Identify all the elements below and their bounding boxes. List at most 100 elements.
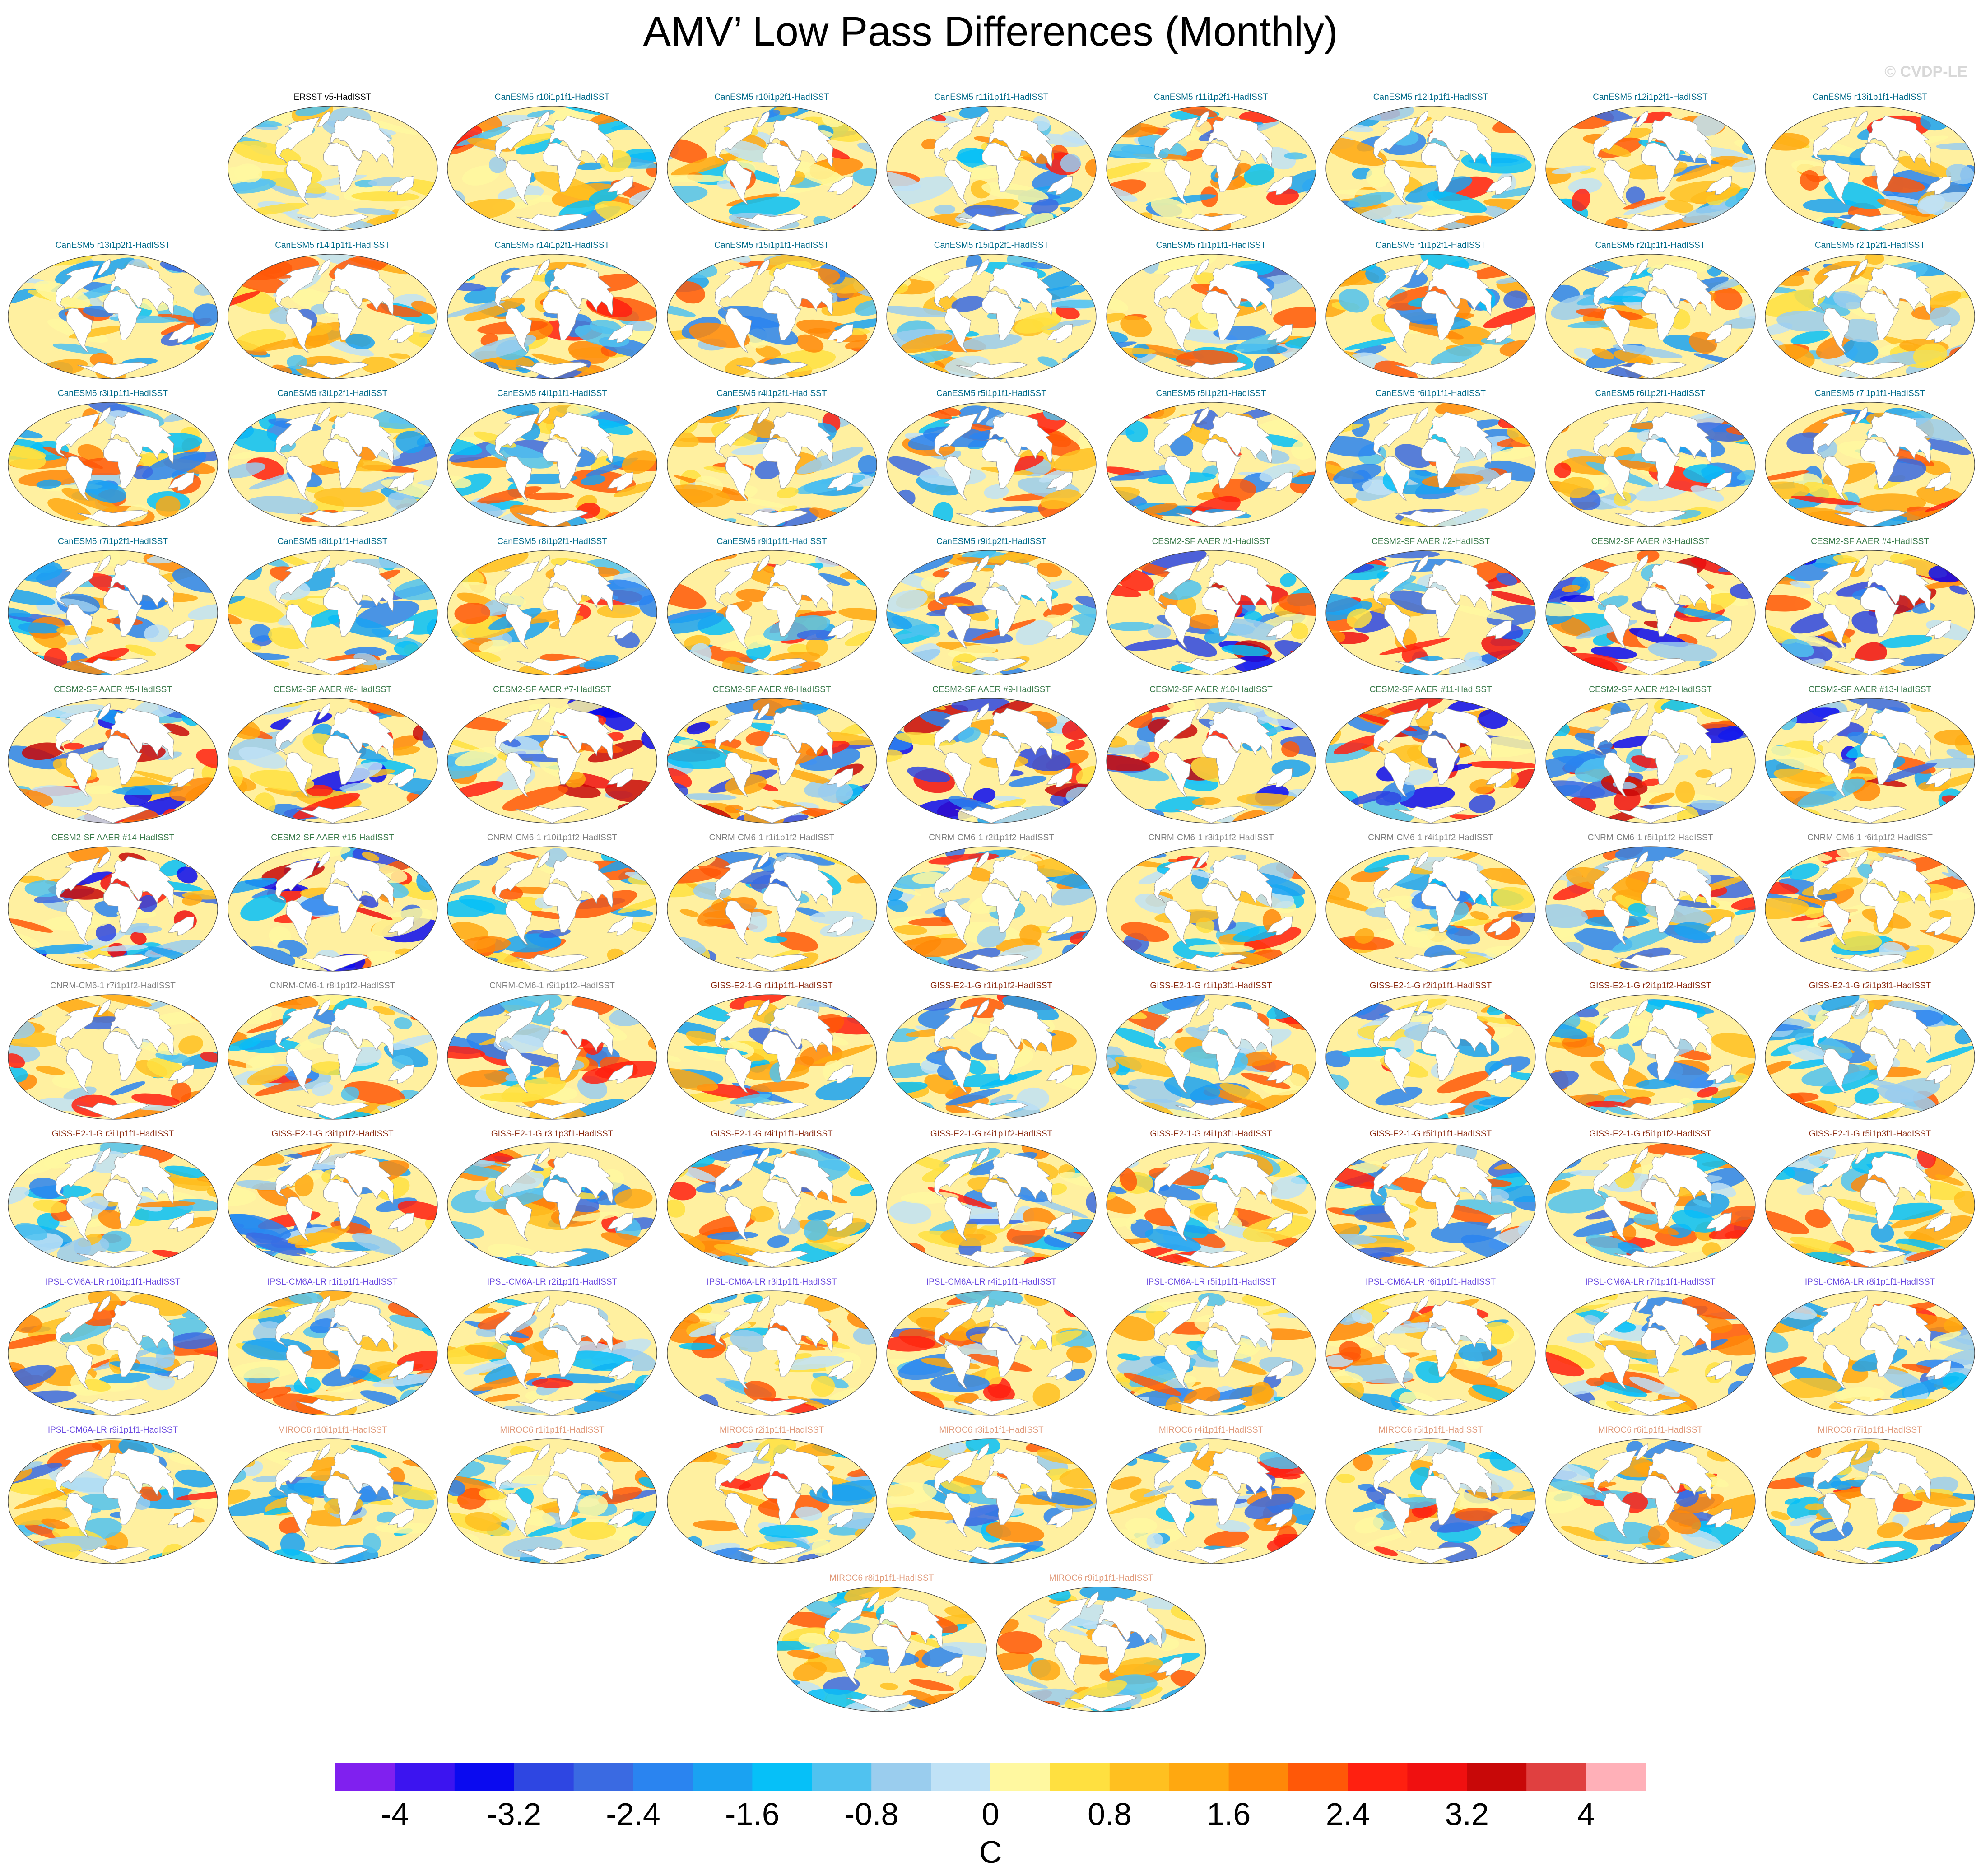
colorbar-swatch <box>931 1763 991 1791</box>
colorbar-swatch <box>1348 1763 1408 1791</box>
world-map <box>1106 698 1316 824</box>
panel-title: CESM2-SF AAER #6-HadISST <box>273 685 392 694</box>
map-panel: MIROC6 r3i1p1f1-HadISST <box>886 1425 1097 1565</box>
colorbar-swatch <box>633 1763 693 1791</box>
map-panel: CanESM5 r11i1p1f1-HadISST <box>886 93 1097 233</box>
panel-title: MIROC6 r5i1p1f1-HadISST <box>1378 1425 1483 1435</box>
world-map <box>886 846 1097 972</box>
colorbar-swatch <box>573 1763 634 1791</box>
map-panel: CanESM5 r6i1p1f1-HadISST <box>1325 389 1536 529</box>
panel-title: MIROC6 r2i1p1f1-HadISST <box>719 1425 824 1435</box>
panel-title: IPSL-CM6A-LR r2i1p1f1-HadISST <box>487 1277 618 1287</box>
colorbar-swatch <box>990 1763 1051 1791</box>
world-map <box>1545 994 1756 1120</box>
map-panel: CNRM-CM6-1 r9i1p1f2-HadISST <box>446 981 658 1121</box>
map-panel: CanESM5 r15i1p2f1-HadISST <box>886 241 1097 381</box>
map-panel: IPSL-CM6A-LR r10i1p1f1-HadISST <box>7 1277 219 1417</box>
world-map <box>666 402 877 527</box>
map-panel: GISS-E2-1-G r4i1p1f1-HadISST <box>666 1129 878 1269</box>
map-panel: GISS-E2-1-G r3i1p1f2-HadISST <box>227 1129 438 1269</box>
panel-title: CanESM5 r14i1p1f1-HadISST <box>275 241 390 250</box>
panel-title: GISS-E2-1-G r1i1p1f2-HadISST <box>930 981 1053 991</box>
map-panel: CanESM5 r2i1p1f1-HadISST <box>1545 241 1756 381</box>
world-map <box>1765 402 1975 527</box>
colorbar-swatch <box>871 1763 931 1791</box>
map-panel: CNRM-CM6-1 r6i1p1f2-HadISST <box>1764 833 1976 973</box>
world-map <box>8 1290 218 1416</box>
panel-title: GISS-E2-1-G r1i1p1f1-HadISST <box>711 981 833 991</box>
map-panel: CanESM5 r15i1p1f1-HadISST <box>666 241 878 381</box>
panel-title: CNRM-CM6-1 r4i1p1f2-HadISST <box>1368 833 1493 843</box>
world-map <box>8 1142 218 1268</box>
panel-title: GISS-E2-1-G r4i1p1f1-HadISST <box>711 1129 833 1139</box>
map-panel: MIROC6 r2i1p1f1-HadISST <box>666 1425 878 1565</box>
map-panel: CanESM5 r13i1p2f1-HadISST <box>7 241 219 381</box>
world-map <box>1765 1438 1975 1564</box>
map-panel: IPSL-CM6A-LR r7i1p1f1-HadISST <box>1545 1277 1756 1417</box>
colorbar-swatch <box>1109 1763 1170 1791</box>
world-map <box>1545 550 1756 675</box>
world-map <box>8 1438 218 1564</box>
panel-title: MIROC6 r9i1p1f1-HadISST <box>1049 1573 1153 1583</box>
panel-title: CESM2-SF AAER #2-HadISST <box>1372 537 1490 546</box>
panel-title: MIROC6 r7i1p1f1-HadISST <box>1818 1425 1922 1435</box>
world-map <box>1765 698 1975 824</box>
panel-title: CNRM-CM6-1 r2i1p1f2-HadISST <box>929 833 1054 843</box>
panel-title: GISS-E2-1-G r3i1p1f2-HadISST <box>271 1129 394 1139</box>
panel-title: CanESM5 r5i1p2f1-HadISST <box>1156 389 1266 398</box>
panel-title: GISS-E2-1-G r4i1p1f2-HadISST <box>930 1129 1053 1139</box>
world-map <box>1765 1142 1975 1268</box>
map-panel: GISS-E2-1-G r2i1p3f1-HadISST <box>1764 981 1976 1121</box>
panel-title: MIROC6 r4i1p1f1-HadISST <box>1158 1425 1264 1435</box>
panel-title: CESM2-SF AAER #7-HadISST <box>493 685 611 694</box>
panel-title: GISS-E2-1-G r2i1p3f1-HadISST <box>1809 981 1931 991</box>
colorbar-tick-label: -0.8 <box>844 1797 899 1832</box>
world-map <box>1765 846 1975 972</box>
panel-title: MIROC6 r10i1p1f1-HadISST <box>278 1425 387 1435</box>
panel-title: CanESM5 r9i1p2f1-HadISST <box>936 537 1046 546</box>
panel-title: IPSL-CM6A-LR r9i1p1f1-HadISST <box>47 1425 178 1435</box>
panel-title: CESM2-SF AAER #15-HadISST <box>271 833 394 843</box>
map-panel: GISS-E2-1-G r3i1p3f1-HadISST <box>446 1129 658 1269</box>
map-panel: CESM2-SF AAER #5-HadISST <box>7 685 219 825</box>
map-panel: CanESM5 r10i1p2f1-HadISST <box>666 93 878 233</box>
panel-title: CanESM5 r6i1p2f1-HadISST <box>1595 389 1706 398</box>
map-panel: CESM2-SF AAER #7-HadISST <box>446 685 658 825</box>
map-panel: CESM2-SF AAER #9-HadISST <box>886 685 1097 825</box>
panel-title: MIROC6 r1i1p1f1-HadISST <box>500 1425 605 1435</box>
map-panel: CanESM5 r7i1p2f1-HadISST <box>7 537 219 677</box>
world-map <box>1106 1438 1316 1564</box>
map-panel: GISS-E2-1-G r4i1p1f2-HadISST <box>886 1129 1097 1269</box>
world-map <box>1106 994 1316 1120</box>
world-map <box>666 1142 877 1268</box>
world-map <box>447 254 657 379</box>
world-map <box>666 550 877 675</box>
world-map <box>1545 106 1756 231</box>
map-panel: GISS-E2-1-G r1i1p1f1-HadISST <box>666 981 878 1121</box>
panel-title: CESM2-SF AAER #8-HadISST <box>712 685 831 694</box>
world-map <box>1106 106 1316 231</box>
world-map <box>227 1438 438 1564</box>
map-panel: CESM2-SF AAER #4-HadISST <box>1764 537 1976 677</box>
colorbar-swatch <box>812 1763 872 1791</box>
world-map <box>8 550 218 675</box>
page-title: AMV’ Low Pass Differences (Monthly) <box>643 9 1338 55</box>
map-panel: CESM2-SF AAER #13-HadISST <box>1764 685 1976 825</box>
world-map <box>1106 550 1316 675</box>
world-map <box>8 994 218 1120</box>
map-panel: CESM2-SF AAER #10-HadISST <box>1106 685 1317 825</box>
world-map <box>1545 698 1756 824</box>
colorbar-tick-label: -2.4 <box>606 1797 660 1832</box>
map-panel: GISS-E2-1-G r1i1p3f1-HadISST <box>1106 981 1317 1121</box>
panel-title: CESM2-SF AAER #9-HadISST <box>932 685 1051 694</box>
panel-title: GISS-E2-1-G r4i1p3f1-HadISST <box>1150 1129 1272 1139</box>
world-map <box>8 402 218 527</box>
world-map <box>1765 106 1975 231</box>
map-panel: IPSL-CM6A-LR r8i1p1f1-HadISST <box>1764 1277 1976 1417</box>
colorbar-tick-label: 1.6 <box>1206 1797 1251 1832</box>
world-map <box>1325 1438 1536 1564</box>
map-panel: CanESM5 r1i1p1f1-HadISST <box>1106 241 1317 381</box>
world-map <box>1765 550 1975 675</box>
colorbar-swatch <box>1169 1763 1229 1791</box>
world-map <box>8 846 218 972</box>
